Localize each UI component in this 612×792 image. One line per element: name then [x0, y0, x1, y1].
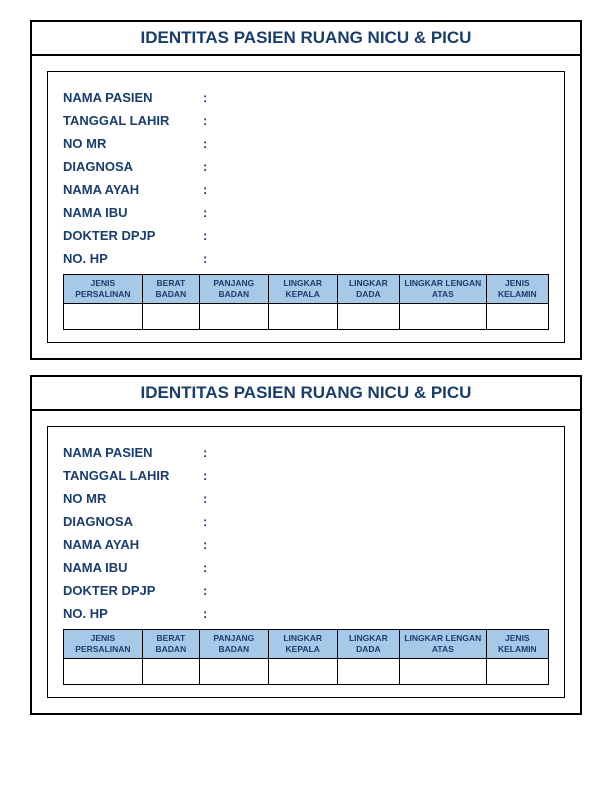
field-label: NAMA IBU: [63, 560, 203, 575]
field-colon: :: [203, 491, 213, 506]
table-header-row: JENIS PERSALINANBERAT BADANPANJANG BADAN…: [64, 275, 549, 304]
field-colon: :: [203, 228, 213, 243]
field-label: TANGGAL LAHIR: [63, 468, 203, 483]
inner-content: NAMA PASIEN:TANGGAL LAHIR:NO MR:DIAGNOSA…: [32, 56, 580, 358]
table-cell: [400, 659, 487, 685]
field-label: NAMA PASIEN: [63, 445, 203, 460]
table-header-row: JENIS PERSALINANBERAT BADANPANJANG BADAN…: [64, 630, 549, 659]
field-label: DIAGNOSA: [63, 159, 203, 174]
patient-identity-card: IDENTITAS PASIEN RUANG NICU & PICU NAMA P…: [30, 375, 582, 715]
table-cell: [400, 304, 487, 330]
table-header-cell: JENIS PERSALINAN: [64, 275, 143, 304]
field-label: DOKTER DPJP: [63, 228, 203, 243]
table-header-cell: LINGKAR DADA: [337, 275, 399, 304]
field-colon: :: [203, 514, 213, 529]
title-bar: IDENTITAS PASIEN RUANG NICU & PICU: [32, 22, 580, 56]
table-cell: [142, 659, 199, 685]
table-header-cell: LINGKAR KEPALA: [268, 275, 337, 304]
field-colon: :: [203, 537, 213, 552]
table-cell: [486, 659, 548, 685]
field-row: TANGGAL LAHIR:: [63, 468, 549, 483]
table-header-cell: LINGKAR KEPALA: [268, 630, 337, 659]
inner-content: NAMA PASIEN:TANGGAL LAHIR:NO MR:DIAGNOSA…: [32, 411, 580, 713]
table-cell: [337, 659, 399, 685]
field-label: TANGGAL LAHIR: [63, 113, 203, 128]
field-row: DOKTER DPJP:: [63, 583, 549, 598]
table-cell: [199, 659, 268, 685]
table-header-cell: JENIS KELAMIN: [486, 630, 548, 659]
patient-identity-card: IDENTITAS PASIEN RUANG NICU & PICU NAMA P…: [30, 20, 582, 360]
field-label: DOKTER DPJP: [63, 583, 203, 598]
form-title: IDENTITAS PASIEN RUANG NICU & PICU: [141, 28, 472, 47]
table-header-cell: LINGKAR LENGAN ATAS: [400, 630, 487, 659]
field-colon: :: [203, 251, 213, 266]
field-colon: :: [203, 606, 213, 621]
field-row: NO. HP:: [63, 251, 549, 266]
form-title: IDENTITAS PASIEN RUANG NICU & PICU: [141, 383, 472, 402]
field-colon: :: [203, 113, 213, 128]
field-row: DIAGNOSA:: [63, 159, 549, 174]
table-header-cell: PANJANG BADAN: [199, 630, 268, 659]
table-header-cell: BERAT BADAN: [142, 275, 199, 304]
field-label: NAMA IBU: [63, 205, 203, 220]
field-colon: :: [203, 182, 213, 197]
field-label: NO MR: [63, 491, 203, 506]
table-cell: [199, 304, 268, 330]
measurements-table: JENIS PERSALINANBERAT BADANPANJANG BADAN…: [63, 274, 549, 330]
field-colon: :: [203, 90, 213, 105]
table-cell: [64, 659, 143, 685]
table-row: [64, 304, 549, 330]
field-row: NAMA PASIEN:: [63, 90, 549, 105]
field-colon: :: [203, 136, 213, 151]
table-header-cell: JENIS KELAMIN: [486, 275, 548, 304]
field-colon: :: [203, 445, 213, 460]
table-header-cell: BERAT BADAN: [142, 630, 199, 659]
table-cell: [486, 304, 548, 330]
inner-box: NAMA PASIEN:TANGGAL LAHIR:NO MR:DIAGNOSA…: [47, 71, 565, 343]
field-colon: :: [203, 159, 213, 174]
table-cell: [268, 659, 337, 685]
field-colon: :: [203, 583, 213, 598]
table-header-cell: LINGKAR DADA: [337, 630, 399, 659]
table-header-cell: JENIS PERSALINAN: [64, 630, 143, 659]
field-label: NO. HP: [63, 606, 203, 621]
field-row: NAMA PASIEN:: [63, 445, 549, 460]
inner-box: NAMA PASIEN:TANGGAL LAHIR:NO MR:DIAGNOSA…: [47, 426, 565, 698]
field-row: NO. HP:: [63, 606, 549, 621]
table-header-cell: PANJANG BADAN: [199, 275, 268, 304]
field-row: TANGGAL LAHIR:: [63, 113, 549, 128]
field-row: DOKTER DPJP:: [63, 228, 549, 243]
field-row: DIAGNOSA:: [63, 514, 549, 529]
table-cell: [268, 304, 337, 330]
field-label: NAMA AYAH: [63, 182, 203, 197]
field-row: NO MR:: [63, 491, 549, 506]
table-cell: [337, 304, 399, 330]
field-row: NAMA IBU:: [63, 560, 549, 575]
field-colon: :: [203, 560, 213, 575]
table-cell: [142, 304, 199, 330]
field-label: NAMA PASIEN: [63, 90, 203, 105]
field-label: NAMA AYAH: [63, 537, 203, 552]
table-header-cell: LINGKAR LENGAN ATAS: [400, 275, 487, 304]
field-row: NAMA AYAH:: [63, 182, 549, 197]
field-colon: :: [203, 205, 213, 220]
field-row: NO MR:: [63, 136, 549, 151]
field-row: NAMA IBU:: [63, 205, 549, 220]
field-row: NAMA AYAH:: [63, 537, 549, 552]
field-label: DIAGNOSA: [63, 514, 203, 529]
field-colon: :: [203, 468, 213, 483]
table-cell: [64, 304, 143, 330]
field-label: NO. HP: [63, 251, 203, 266]
field-label: NO MR: [63, 136, 203, 151]
title-bar: IDENTITAS PASIEN RUANG NICU & PICU: [32, 377, 580, 411]
table-row: [64, 659, 549, 685]
measurements-table: JENIS PERSALINANBERAT BADANPANJANG BADAN…: [63, 629, 549, 685]
